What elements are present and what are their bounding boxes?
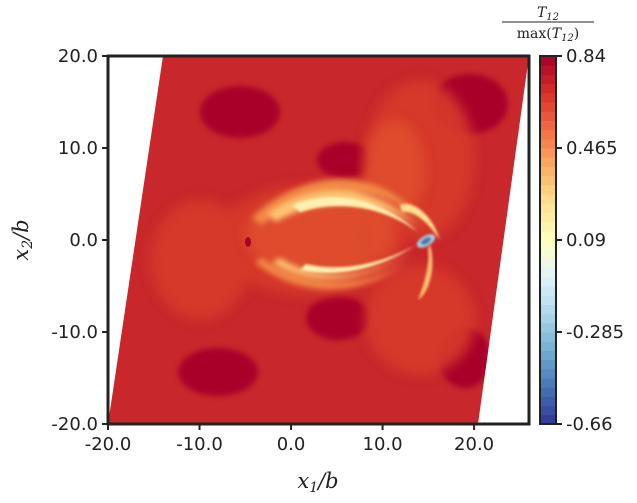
colorbar-ticks: 0.84 0.465 0.09 -0.285 -0.66: [556, 46, 624, 435]
colorbar-level: [540, 414, 556, 425]
colorbar-level: [540, 387, 556, 397]
y-tick-label: -20.0: [51, 414, 98, 435]
y-axis-label: x2/b: [9, 219, 36, 260]
x-tick-label: 20.0: [454, 434, 494, 455]
colorbar-level: [540, 102, 556, 112]
colorbar-level: [540, 56, 556, 66]
colorbar-level: [540, 138, 556, 149]
colorbar-tick-label: -0.285: [566, 322, 624, 343]
colorbar-level: [540, 221, 556, 232]
svg-text:max(T12): max(T12): [517, 26, 580, 44]
colorbar-level: [540, 359, 556, 370]
x-axis-label: x1/b: [297, 469, 338, 496]
x-tick-label: 10.0: [363, 434, 403, 455]
x-tick-label: -20.0: [85, 434, 132, 455]
colorbar-level: [540, 194, 556, 204]
colorbar-level: [540, 341, 556, 351]
colorbar-title: T12 max(T12): [502, 5, 594, 44]
colorbar-tick-label: -0.66: [566, 414, 613, 435]
colorbar-level: [540, 350, 556, 361]
colorbar-level: [540, 249, 556, 259]
colorbar-level: [540, 322, 556, 333]
colorbar-level: [540, 286, 556, 296]
colorbar-level: [540, 65, 556, 75]
colorbar-level: [540, 129, 556, 140]
y-tick-label: 0.0: [69, 230, 98, 251]
colorbar-tick-label: 0.465: [566, 138, 618, 159]
y-axis-ticks: 20.0 10.0 0.0 -10.0 -20.0: [51, 46, 108, 435]
y-tick-label: -10.0: [51, 322, 98, 343]
colorbar-level: [540, 83, 556, 94]
colorbar-level: [540, 304, 556, 315]
colorbar-level: [540, 240, 556, 250]
svg-text:T12: T12: [537, 5, 559, 23]
colorbar-level: [540, 212, 556, 223]
colorbar-level: [540, 258, 556, 269]
colorbar: [540, 56, 556, 425]
colorbar-level: [540, 175, 556, 186]
colorbar-level: [540, 276, 556, 287]
colorbar-level: [540, 267, 556, 278]
colorbar-level: [540, 166, 556, 177]
colorbar-level: [540, 313, 556, 324]
colorbar-level: [540, 74, 556, 85]
colorbar-level: [540, 184, 556, 195]
y-tick-label: 20.0: [58, 46, 98, 67]
colorbar-level: [540, 203, 556, 213]
colorbar-level: [540, 148, 556, 158]
colorbar-level: [540, 230, 556, 241]
colorbar-level: [540, 332, 556, 342]
heatmap-field: [108, 56, 529, 424]
colorbar-level: [540, 396, 556, 407]
colorbar-tick-label: 0.09: [566, 230, 606, 251]
colorbar-level: [540, 92, 556, 103]
colorbar-level: [540, 111, 556, 121]
colorbar-tick-label: 0.84: [566, 46, 606, 67]
x-tick-label: -10.0: [176, 434, 223, 455]
colorbar-level: [540, 405, 556, 416]
x-axis-ticks: -20.0 -10.0 0.0 10.0 20.0: [85, 424, 494, 455]
colorbar-level: [540, 157, 556, 167]
colorbar-level: [540, 378, 556, 388]
y-tick-label: 10.0: [58, 138, 98, 159]
x-tick-label: 0.0: [277, 434, 306, 455]
colorbar-level: [540, 295, 556, 305]
colorbar-level: [540, 368, 556, 379]
colorbar-level: [540, 120, 556, 131]
